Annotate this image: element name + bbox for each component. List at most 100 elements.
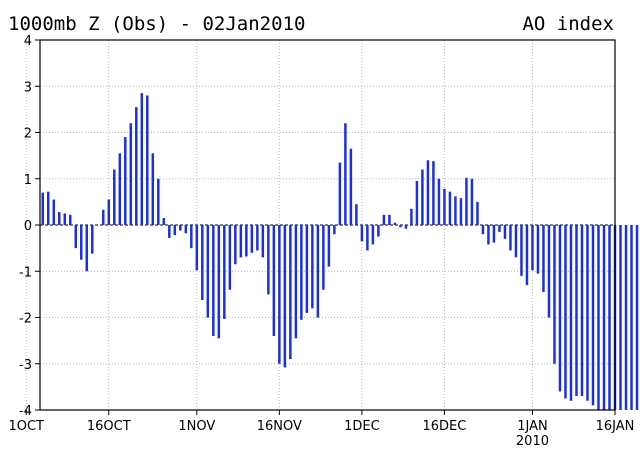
bar: [415, 181, 419, 225]
bar: [322, 225, 325, 290]
bar: [591, 225, 595, 406]
bar: [41, 192, 44, 225]
bar: [47, 191, 50, 225]
x-tick-label: 1NOV: [178, 419, 215, 434]
bar: [553, 225, 556, 364]
bar: [635, 225, 639, 410]
x-tick-label: 16OCT: [87, 419, 131, 434]
bar: [349, 148, 353, 225]
y-tick-label: 4: [24, 34, 32, 49]
y-tick-label: 2: [24, 127, 32, 142]
bar: [129, 123, 133, 225]
bar: [118, 153, 122, 225]
bar: [597, 225, 600, 410]
bar: [602, 225, 606, 410]
x-tick-label: 16NOV: [257, 419, 302, 434]
bar: [168, 225, 171, 238]
bar: [245, 225, 248, 257]
bar: [355, 204, 358, 225]
bar: [608, 225, 611, 410]
bar: [454, 196, 457, 225]
bar: [536, 225, 540, 274]
bar: [58, 212, 61, 225]
bar: [223, 225, 226, 319]
bar: [278, 225, 281, 364]
bar: [162, 218, 166, 225]
y-tick-label: -1: [19, 265, 32, 280]
bar: [338, 162, 342, 225]
bar: [140, 93, 144, 225]
bar: [520, 225, 523, 276]
bar: [410, 208, 413, 225]
bar: [206, 225, 210, 318]
y-tick-label: 1: [24, 173, 32, 188]
bar: [393, 222, 397, 225]
bar: [514, 225, 518, 258]
bar: [80, 225, 83, 260]
bar: [217, 225, 221, 339]
y-tick-label: 3: [24, 80, 32, 95]
chart-title: 1000mb Z (Obs) - 02Jan2010: [8, 13, 305, 35]
bar: [311, 225, 314, 309]
bar: [157, 178, 160, 225]
bar: [283, 225, 287, 368]
bar: [63, 213, 66, 225]
bar: [481, 225, 485, 235]
bar: [580, 225, 584, 397]
bar: [503, 225, 507, 239]
bars: [41, 93, 639, 410]
bar: [289, 225, 292, 360]
chart-subtitle: AO index: [522, 13, 614, 35]
bar: [382, 214, 386, 225]
bar: [300, 225, 303, 320]
bar: [195, 225, 199, 271]
bar: [459, 198, 463, 225]
bar: [542, 225, 545, 293]
bar: [492, 225, 496, 243]
bar: [173, 225, 177, 236]
bar: [448, 191, 452, 225]
bar: [547, 225, 551, 318]
bar: [564, 225, 567, 399]
bar: [476, 201, 479, 225]
bar: [624, 225, 628, 410]
bar: [272, 225, 276, 336]
bar: [432, 161, 435, 225]
bar: [388, 214, 391, 225]
bar: [190, 225, 193, 249]
bar: [261, 225, 265, 258]
bar: [586, 225, 589, 401]
bar: [135, 107, 138, 225]
bar: [201, 225, 204, 300]
bar: [146, 95, 149, 225]
bar: [239, 225, 243, 258]
bar: [52, 199, 55, 225]
bar: [630, 225, 633, 410]
bar: [399, 225, 402, 228]
y-tick-label: -3: [19, 358, 32, 373]
bar: [124, 137, 127, 225]
bar: [250, 225, 254, 253]
bar: [509, 225, 512, 251]
bar: [151, 153, 155, 225]
bar: [487, 225, 490, 245]
bar: [179, 225, 182, 231]
bar: [228, 225, 232, 290]
y-tick-label: -2: [19, 312, 32, 327]
bar: [470, 178, 474, 225]
bar: [107, 199, 111, 225]
bar: [327, 225, 331, 267]
x-tick-year-label: 2010: [516, 434, 549, 449]
bar: [360, 225, 364, 242]
bar: [102, 209, 105, 225]
y-tick-label: 0: [24, 219, 32, 234]
y-axis: -4 -3 -2 -1 0 1 2 3 4: [19, 34, 40, 419]
bar: [569, 225, 573, 401]
x-tick-label: 1JAN: [517, 419, 548, 434]
bar: [558, 225, 562, 392]
bar: [305, 225, 309, 313]
bar: [212, 225, 215, 336]
bar: [184, 225, 188, 234]
bar: [91, 225, 94, 254]
bar: [426, 160, 430, 225]
